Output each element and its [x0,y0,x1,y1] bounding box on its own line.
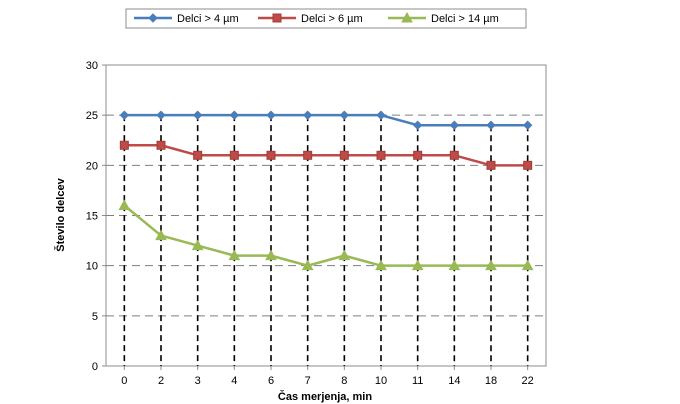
legend-marker [272,13,282,23]
data-point [485,259,497,271]
legend-marker [148,13,158,23]
data-point [228,249,241,261]
data-point [119,110,130,120]
data-point [486,120,496,130]
y-tick-label: 0 [92,361,98,373]
x-tick-label: 18 [485,375,497,387]
x-tick-label: 3 [195,375,201,387]
data-point [449,150,459,160]
data-point [156,110,166,120]
data-point [375,259,387,271]
data-point [303,150,313,160]
data-point [193,150,203,160]
data-point [156,140,166,150]
legend-item: Delci > 14 µm [388,11,499,25]
legend-box [125,8,527,29]
x-tick-label: 14 [448,375,460,387]
legend-label: Delci > 6 µm [301,13,363,25]
y-tick-label: 25 [86,110,98,122]
y-tick-label: 20 [86,160,98,172]
data-point [301,259,314,271]
legend-label: Delci > 14 µm [431,13,499,25]
y-tick-label: 30 [86,60,98,72]
x-tick-label: 7 [305,375,311,387]
data-point [266,110,276,120]
data-point [192,110,203,120]
series-line [124,144,528,167]
data-point [521,259,534,271]
x-tick-label: 22 [522,375,534,387]
data-point [376,150,386,160]
data-point [191,239,204,251]
data-point [119,140,129,150]
data-point [229,150,239,160]
x-axis-title: Čas merjenja, min [278,390,372,403]
y-axis-title: Število delcev [54,177,67,251]
data-point [523,160,533,170]
data-point [412,120,423,130]
y-axis-ticks: 0 5 10 15 20 25 30 [86,60,106,373]
data-point [413,150,423,160]
data-point [486,160,496,170]
legend-marker [401,11,413,23]
data-point [265,249,277,261]
legend: Delci > 4 µm Delci > 6 µm Delci > 14 µm [125,8,527,29]
x-tick-label: 11 [412,375,423,387]
x-tick-label: 6 [268,375,274,387]
series-group [118,110,534,271]
data-point [155,229,167,241]
data-point [449,120,460,130]
series-line [124,113,528,127]
data-point [339,110,350,120]
data-point [302,110,313,120]
x-tick-label: 10 [375,375,387,387]
legend-label: Delci > 4 µm [177,13,239,25]
data-point [229,110,240,120]
y-tick-label: 5 [92,311,98,323]
data-point [376,110,386,120]
series-line [123,204,528,267]
legend-item: Delci > 4 µm [134,13,239,25]
data-point [339,150,349,160]
data-point [411,259,424,271]
x-tick-label: 4 [231,375,237,387]
data-point [338,249,351,261]
data-point [266,150,276,160]
x-tick-label: 2 [158,375,164,387]
data-point [522,120,533,130]
x-axis-ticks: 0 2 3 4 6 7 8 10 11 14 18 22 [121,366,534,387]
y-tick-label: 15 [86,211,98,223]
y-tick-label: 10 [86,261,98,273]
data-point [448,259,461,271]
data-point [118,199,131,210]
legend-item: Delci > 6 µm [258,13,363,25]
series-3 [118,199,534,271]
x-tick-label: 8 [341,375,347,387]
series-2 [119,140,533,170]
x-tick-label: 0 [121,375,127,387]
series-1 [119,110,533,130]
